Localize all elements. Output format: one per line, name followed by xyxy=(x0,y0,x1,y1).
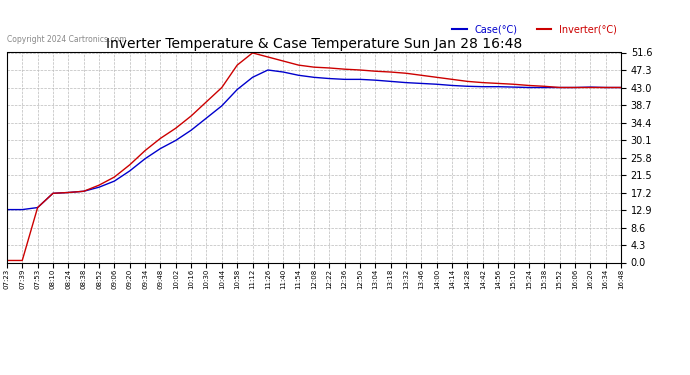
Text: Copyright 2024 Cartronics.com: Copyright 2024 Cartronics.com xyxy=(7,35,126,44)
Title: Inverter Temperature & Case Temperature Sun Jan 28 16:48: Inverter Temperature & Case Temperature … xyxy=(106,38,522,51)
Legend: Case(°C), Inverter(°C): Case(°C), Inverter(°C) xyxy=(448,21,621,39)
